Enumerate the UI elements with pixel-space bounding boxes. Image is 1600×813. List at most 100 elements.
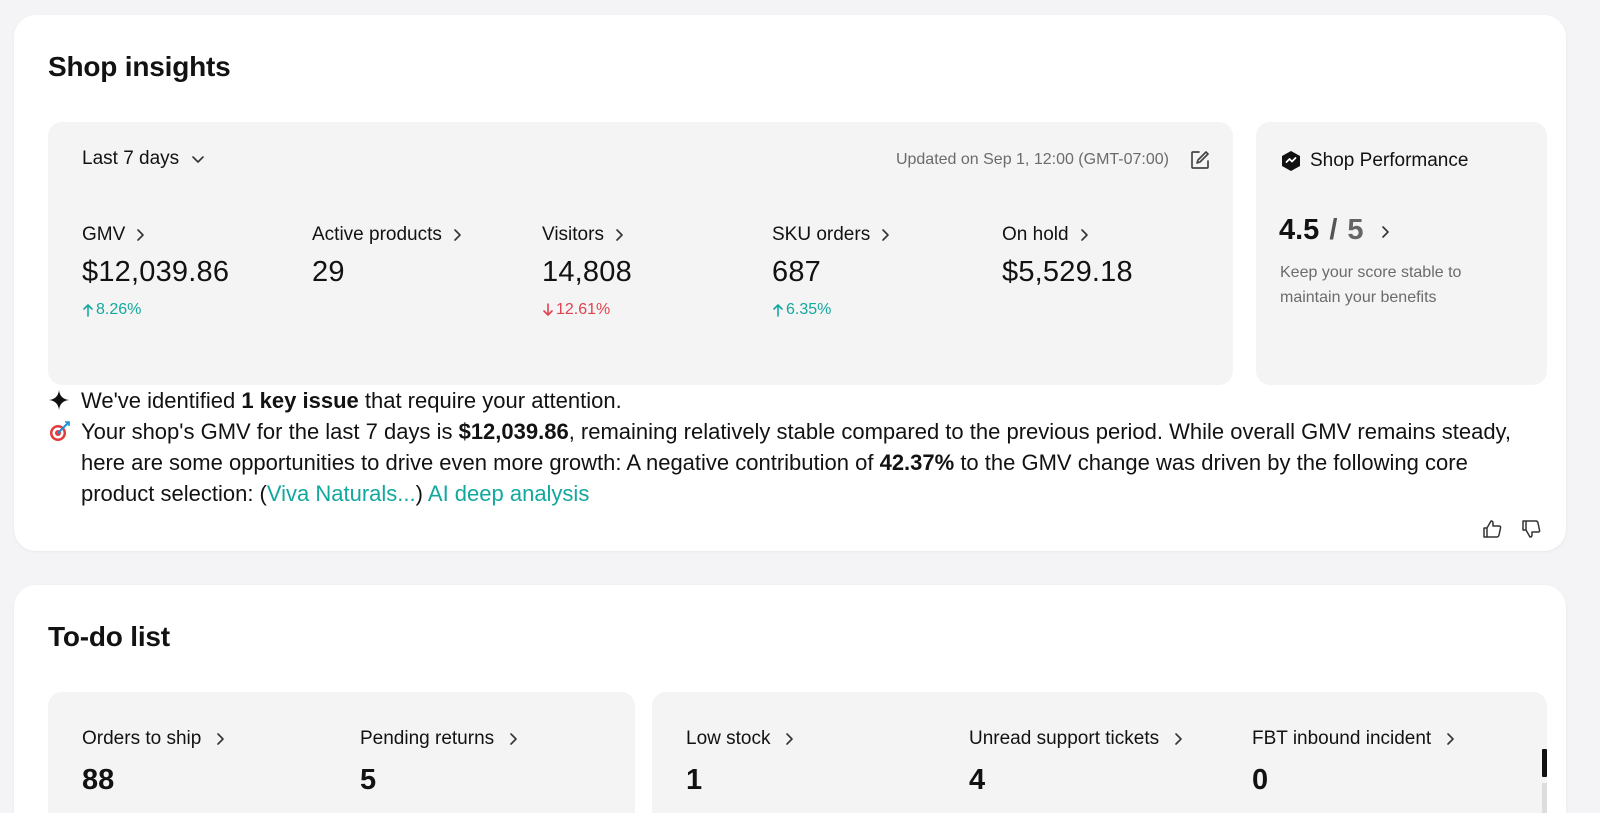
todo-fbt-inbound-incident: FBT inbound incident 0 bbox=[1252, 728, 1455, 797]
metric-sku-orders-link[interactable]: SKU orders bbox=[772, 224, 890, 246]
arrow-down-icon bbox=[543, 303, 553, 316]
analysis-part2: , remaining relatively stable compared t… bbox=[81, 419, 1512, 475]
target-icon bbox=[48, 416, 81, 451]
metrics-panel: Last 7 days Updated on Sep 1, 12:00 (GMT… bbox=[48, 122, 1233, 385]
thumbs-down-icon[interactable] bbox=[1520, 518, 1542, 540]
todo-label: Orders to ship bbox=[82, 728, 202, 749]
analysis-part3: to the GMV change was driven by the foll… bbox=[81, 450, 1468, 506]
metric-value: 687 bbox=[772, 256, 821, 288]
chevron-right-icon bbox=[1080, 229, 1088, 241]
metric-change: 12.61% bbox=[542, 301, 632, 319]
thumbs-up-icon[interactable] bbox=[1481, 518, 1503, 540]
gmv-analysis-text: Your shop's GMV for the last 7 days is $… bbox=[81, 416, 1521, 509]
metric-change-value: 6.35% bbox=[786, 301, 832, 318]
metric-label: GMV bbox=[82, 224, 126, 245]
metric-label: On hold bbox=[1002, 224, 1069, 245]
ai-deep-analysis-link[interactable]: AI deep analysis bbox=[427, 481, 590, 506]
metric-label: Visitors bbox=[542, 224, 604, 245]
date-range-select[interactable]: Last 7 days bbox=[82, 148, 205, 170]
analysis-pct: 42.37% bbox=[879, 450, 955, 475]
metric-value: 29 bbox=[312, 256, 345, 288]
chevron-down-icon bbox=[192, 156, 204, 163]
performance-note: Keep your score stable to maintain your … bbox=[1280, 264, 1462, 306]
metric-active-products: Active products 29 bbox=[312, 224, 462, 289]
todo-label: FBT inbound incident bbox=[1252, 728, 1432, 749]
todo-fbt-inbound-incident-link[interactable]: FBT inbound incident bbox=[1252, 728, 1455, 750]
todo-label: Low stock bbox=[686, 728, 771, 749]
metric-on-hold-link[interactable]: On hold bbox=[1002, 224, 1133, 246]
date-range-label: Last 7 days bbox=[82, 148, 180, 169]
metric-active-products-link[interactable]: Active products bbox=[312, 224, 462, 246]
sparkle-icon bbox=[48, 385, 81, 419]
key-issue-highlight: 1 key issue bbox=[241, 388, 359, 413]
chevron-right-icon bbox=[616, 229, 623, 241]
todo-label: Pending returns bbox=[360, 728, 495, 749]
chevron-right-icon bbox=[217, 733, 225, 745]
chevron-right-icon bbox=[882, 229, 890, 241]
shop-performance-panel: Shop Performance 4.5 / 5 Keep your score… bbox=[1256, 122, 1547, 385]
analysis-part1: Your shop's GMV for the last 7 days is bbox=[81, 419, 459, 444]
key-issue-suffix: that require your attention. bbox=[358, 388, 622, 413]
shield-check-icon bbox=[1282, 151, 1300, 171]
chevron-right-icon bbox=[1175, 733, 1182, 745]
shop-performance-header: Shop Performance bbox=[1280, 150, 1468, 172]
todo-unread-support-tickets: Unread support tickets 4 bbox=[969, 728, 1183, 797]
key-issue-line: We've identified 1 key issue that requir… bbox=[48, 385, 1521, 419]
performance-score-max: 5 bbox=[1347, 214, 1364, 246]
metric-label: SKU orders bbox=[772, 224, 871, 245]
metric-value: $5,529.18 bbox=[1002, 256, 1133, 288]
metric-change-value: 8.26% bbox=[96, 301, 142, 318]
todo-value: 1 bbox=[686, 764, 703, 796]
shop-performance-title: Shop Performance bbox=[1310, 150, 1469, 171]
shop-insights-title: Shop insights bbox=[48, 51, 231, 82]
updated-timestamp: Updated on Sep 1, 12:00 (GMT-07:00) bbox=[895, 151, 1169, 168]
todo-pending-returns: Pending returns 5 bbox=[360, 728, 518, 797]
todo-value: 5 bbox=[360, 764, 377, 796]
metric-change: 8.26% bbox=[82, 301, 229, 319]
metric-gmv: GMV $12,039.86 8.26% bbox=[82, 224, 229, 319]
metric-sku-orders: SKU orders 687 6.35% bbox=[772, 224, 890, 319]
edit-icon[interactable] bbox=[1189, 149, 1211, 171]
arrow-up-icon bbox=[773, 304, 783, 317]
metric-visitors-link[interactable]: Visitors bbox=[542, 224, 632, 246]
performance-score-link[interactable]: 4.5 / 5 bbox=[1279, 214, 1390, 247]
todo-low-stock: Low stock 1 bbox=[686, 728, 794, 797]
chevron-right-icon bbox=[510, 733, 517, 745]
key-issue-text: We've identified 1 key issue that requir… bbox=[81, 385, 1521, 416]
metric-value: 14,808 bbox=[542, 256, 632, 288]
todo-list-card: To-do list Orders to ship 88 Pending ret… bbox=[14, 585, 1566, 813]
metric-change: 6.35% bbox=[772, 301, 890, 319]
gmv-analysis-line: Your shop's GMV for the last 7 days is $… bbox=[48, 416, 1521, 509]
scrollbar-thumb[interactable] bbox=[1542, 749, 1547, 777]
metric-change-value: 12.61% bbox=[556, 301, 611, 318]
metric-label: Active products bbox=[312, 224, 442, 245]
analysis-gmv: $12,039.86 bbox=[458, 419, 569, 444]
todo-list-title: To-do list bbox=[48, 621, 170, 652]
score-separator: / bbox=[1329, 214, 1338, 246]
chevron-right-icon bbox=[786, 733, 794, 745]
analysis-part4: ) bbox=[415, 481, 428, 506]
arrow-up-icon bbox=[83, 304, 93, 317]
metric-visitors: Visitors 14,808 12.61% bbox=[542, 224, 632, 319]
todo-value: 88 bbox=[82, 764, 115, 796]
todo-unread-support-tickets-link[interactable]: Unread support tickets bbox=[969, 728, 1183, 750]
todo-orders-to-ship: Orders to ship 88 bbox=[82, 728, 225, 797]
todo-low-stock-link[interactable]: Low stock bbox=[686, 728, 794, 750]
key-issue-prefix: We've identified bbox=[81, 388, 242, 413]
todo-panel-orders: Orders to ship 88 Pending returns 5 bbox=[48, 692, 635, 813]
todo-value: 4 bbox=[969, 764, 986, 796]
todo-orders-to-ship-link[interactable]: Orders to ship bbox=[82, 728, 225, 750]
metric-value: $12,039.86 bbox=[82, 256, 230, 288]
todo-panel-inventory: Low stock 1 Unread support tickets 4 FBT… bbox=[652, 692, 1547, 813]
todo-pending-returns-link[interactable]: Pending returns bbox=[360, 728, 518, 750]
chevron-right-icon bbox=[1447, 733, 1455, 745]
chevron-right-icon bbox=[1381, 226, 1389, 238]
scrollbar-track[interactable] bbox=[1542, 783, 1547, 813]
chevron-right-icon bbox=[137, 229, 145, 241]
todo-label: Unread support tickets bbox=[969, 728, 1160, 749]
metric-on-hold: On hold $5,529.18 bbox=[1002, 224, 1133, 289]
product-link[interactable]: Viva Naturals... bbox=[266, 481, 416, 506]
metric-gmv-link[interactable]: GMV bbox=[82, 224, 229, 246]
chevron-right-icon bbox=[454, 229, 461, 241]
todo-value: 0 bbox=[1252, 764, 1269, 796]
